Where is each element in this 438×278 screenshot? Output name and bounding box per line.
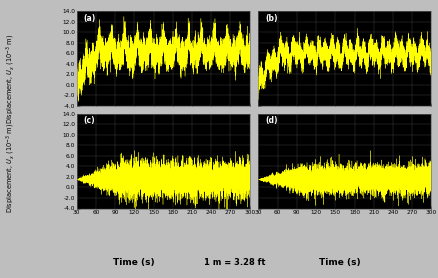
Text: (a): (a) [84,14,96,23]
Text: (b): (b) [265,14,278,23]
Text: Displacement, $U_x$ (10$^{-3}$ m): Displacement, $U_x$ (10$^{-3}$ m) [5,34,17,124]
Text: (d): (d) [265,116,278,125]
Text: Time (s): Time (s) [318,258,360,267]
Text: Displacement, $U_x$ (10$^{-3}$ m): Displacement, $U_x$ (10$^{-3}$ m) [5,123,17,213]
Text: Time (s): Time (s) [113,258,155,267]
Text: (c): (c) [84,116,95,125]
Text: 1 m = 3.28 ft: 1 m = 3.28 ft [204,258,265,267]
